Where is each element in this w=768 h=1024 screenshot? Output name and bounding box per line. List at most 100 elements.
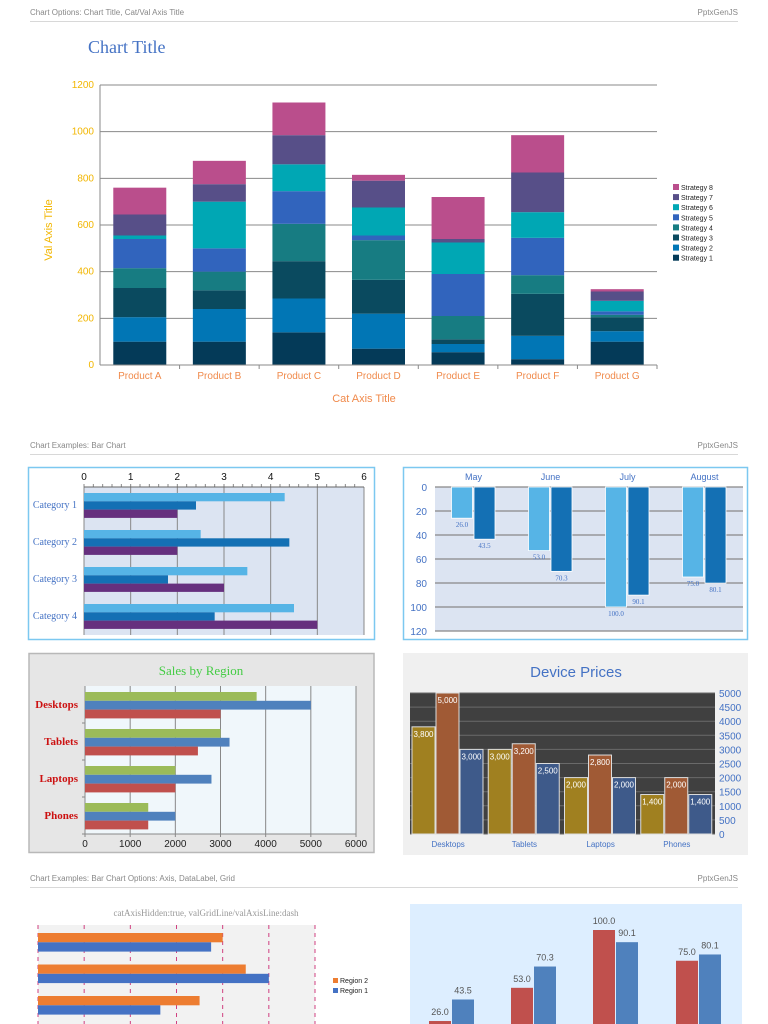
bar [84,604,294,613]
bar-segment [511,335,565,360]
bar-segment [431,242,485,274]
x-tick-label: 5 [315,472,321,483]
bar [85,692,257,701]
data-label: 80.1 [701,940,719,950]
y-tick-label: 3000 [719,745,742,756]
bar-segment [511,135,565,173]
legend-swatch [673,224,679,231]
data-label: 43.5 [478,542,491,550]
bar-segment [590,291,644,301]
bar-segment [352,174,405,181]
bar-segment [431,352,485,365]
category-label: Category 2 [33,537,77,548]
category-label: Desktops [35,699,79,711]
bar-segment [192,248,246,272]
legend-swatch [673,214,679,221]
brand-label: PptxGenJS [697,8,738,17]
bar-segment [352,313,405,349]
data-label: 2,000 [666,781,687,790]
bar [535,763,560,835]
legend-label: Region 1 [340,988,368,995]
x-tick-label: Product D [356,371,400,382]
bar [85,783,176,793]
bar [85,746,198,756]
data-label: 70.3 [555,574,568,582]
x-tick-label: Product F [516,371,559,382]
y-tick-label: 5000 [719,689,742,700]
y-tick-label: 80 [416,579,428,590]
y-tick-label: 500 [719,816,736,827]
bar [487,748,512,835]
legend-label: Strategy 7 [681,195,713,202]
section-header-3: Chart Examples: Bar Chart Options: Axis,… [30,871,738,888]
bar [688,794,713,835]
bar [84,530,201,539]
data-label: 1,400 [690,798,711,807]
bar-segment [590,341,644,365]
bar [38,942,212,952]
bar-segment [192,201,246,249]
data-label: 53.0 [533,554,546,562]
bar-segment [590,289,644,292]
legend-label: Strategy 6 [681,205,713,212]
bar-segment [113,341,167,365]
x-tick-label: Product A [118,371,162,382]
bar [528,486,550,551]
bar [85,766,176,775]
x-tick-label: 1 [128,472,134,483]
bar [84,501,196,510]
data-label: 100.0 [608,610,624,618]
bar [550,486,573,572]
legend-swatch [333,978,338,983]
y-tick-label: 3500 [719,731,742,742]
x-tick-label: Product G [595,371,640,382]
bar-segment [113,317,167,342]
bar [85,774,212,784]
x-tick-label: Product B [197,371,241,382]
bar-segment [192,290,246,309]
bar [85,729,221,738]
legend-swatch [673,254,679,261]
data-label: 3,800 [413,730,434,739]
bar [704,486,727,584]
bar-segment [431,339,485,344]
x-tick-label: 5000 [300,839,323,850]
legend-swatch [673,244,679,251]
category-label: June [541,472,561,482]
bar [676,960,698,1024]
section-header-2: Chart Examples: Bar Chart PptxGenJS [30,438,738,455]
bar-segment [192,309,246,342]
y-tick-label: 1000 [719,802,742,813]
bar [84,538,290,547]
bar-segment [352,348,405,365]
y-tick-label: 4000 [719,717,742,728]
bar-segment [113,268,167,288]
bar [682,486,704,578]
bar [664,777,689,835]
bar [84,546,178,555]
data-label: 53.0 [513,974,531,984]
y-tick-label: 2000 [719,774,742,785]
x-tick-label: 4000 [255,839,278,850]
category-label: Desktops [431,840,464,849]
y-tick-label: 0 [88,360,94,371]
category-label: Laptops [39,773,78,785]
bar-segment [113,239,167,269]
bar-segment [272,223,326,262]
y-tick-label: 4500 [719,703,742,714]
data-label: 75.0 [678,947,696,957]
data-label: 26.0 [431,1007,449,1017]
bar [459,748,484,835]
data-label: 3,000 [490,752,511,761]
data-label: 2,500 [538,767,559,776]
bar-segment [431,316,485,340]
legend-swatch [673,234,679,241]
bar-segment [272,102,326,136]
bar-segment [272,298,326,333]
y-axis-title: Val Axis Title [43,199,55,261]
bar [38,996,200,1006]
bar [84,575,168,584]
bar [699,954,721,1024]
bar-segment [113,187,167,215]
category-label: Category 1 [33,500,77,511]
